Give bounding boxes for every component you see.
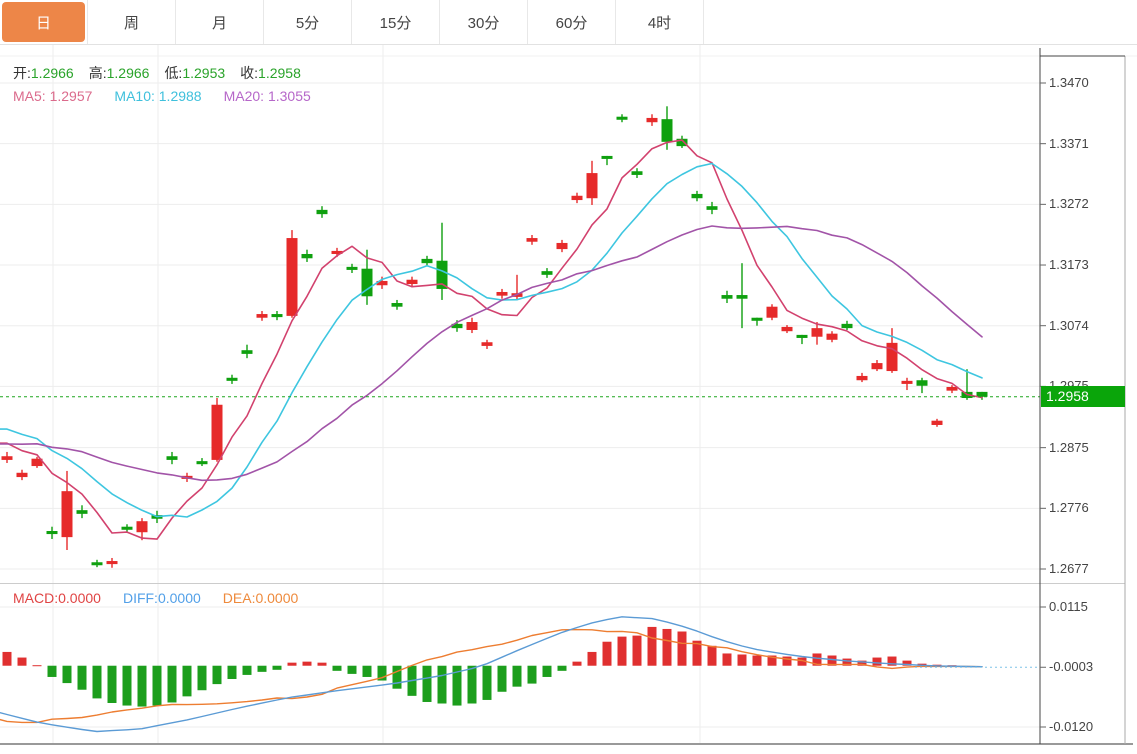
interval-tab-bar: 日 周 月 5分 15分 30分 60分 4时 — [0, 0, 1137, 45]
last-price-badge: 1.2958 — [1041, 386, 1125, 408]
price-tick-label: 1.3074 — [1049, 317, 1089, 333]
tab-4hour[interactable]: 4时 — [616, 0, 704, 44]
tab-month[interactable]: 月 — [176, 0, 264, 44]
price-tick-label: 1.3371 — [1049, 135, 1089, 151]
tab-day-pill: 日 — [2, 2, 85, 42]
price-tick-label: 1.3173 — [1049, 257, 1089, 273]
ma20-readout: MA20: 1.3055 — [223, 88, 311, 104]
price-tick-label: 1.2776 — [1049, 500, 1089, 516]
macd-tick-label: -0.0003 — [1049, 659, 1094, 675]
ma5-readout: MA5: 1.2957 — [13, 88, 93, 104]
low-readout: 低:1.2953 — [164, 65, 226, 81]
tab-week[interactable]: 周 — [88, 0, 176, 44]
close-readout: 收:1.2958 — [240, 65, 301, 81]
ma10-readout: MA10: 1.2988 — [114, 88, 202, 104]
tab-5min[interactable]: 5分 — [264, 0, 352, 44]
ohlc-legend: 开:1.2966 高:1.2966 低:1.2953 收:1.2958 — [13, 63, 301, 83]
macd-readout: MACD:0.0000 — [13, 590, 101, 606]
price-tick-label: 1.3470 — [1049, 75, 1089, 90]
tab-60min[interactable]: 60分 — [528, 0, 616, 44]
open-readout: 开:1.2966 — [13, 65, 74, 81]
last-price-value: 1.2958 — [1046, 388, 1089, 405]
ma-legend: MA5: 1.2957 MA10: 1.2988 MA20: 1.3055 — [13, 88, 311, 104]
macd-tick-label: 0.0115 — [1049, 599, 1088, 614]
price-tick-label: 1.2875 — [1049, 439, 1089, 455]
macd-tick-label: -0.0120 — [1049, 719, 1094, 734]
tab-30min[interactable]: 30分 — [440, 0, 528, 44]
price-tick-label: 1.2677 — [1049, 561, 1089, 576]
tab-15min[interactable]: 15分 — [352, 0, 440, 44]
macd-legend: MACD:0.0000 DIFF:0.0000 DEA:0.0000 — [13, 590, 298, 606]
tab-day[interactable]: 日 — [0, 0, 88, 44]
diff-readout: DIFF:0.0000 — [122, 590, 201, 606]
price-tick-label: 1.3272 — [1049, 196, 1089, 212]
high-readout: 高:1.2966 — [88, 65, 150, 81]
dea-readout: DEA:0.0000 — [222, 590, 299, 606]
